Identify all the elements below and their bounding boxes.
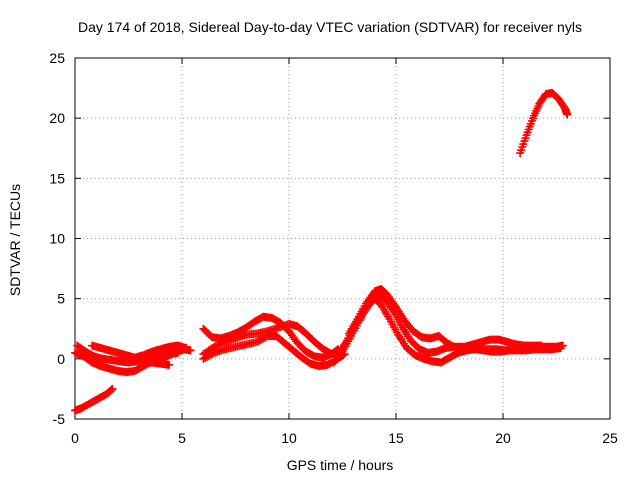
y-tick-label: 15 — [49, 170, 65, 186]
ticks: 0 5 10 15 20 25 -5 0 5 10 15 20 25 — [49, 50, 618, 446]
series-track-g — [199, 319, 347, 359]
x-axis-label: GPS time / hours — [287, 457, 394, 473]
data-point — [208, 349, 217, 358]
data-point — [108, 384, 117, 393]
y-tick-label: 10 — [49, 231, 65, 247]
data-point — [563, 110, 572, 119]
series-track-a — [71, 384, 117, 415]
data-point — [173, 348, 182, 357]
data-point — [217, 339, 226, 348]
series-track-e — [139, 358, 174, 369]
x-tick-label: 10 — [281, 430, 297, 446]
data-point — [556, 344, 565, 353]
x-tick-label: 15 — [388, 430, 404, 446]
data-point — [107, 385, 116, 394]
x-tick-label: 0 — [71, 430, 79, 446]
data-marks — [71, 88, 572, 415]
y-tick-label: 5 — [57, 291, 65, 307]
chart-title: Day 174 of 2018, Sidereal Day-to-day VTE… — [78, 19, 582, 35]
y-tick-label: -5 — [53, 411, 66, 427]
x-tick-label: 25 — [602, 430, 618, 446]
x-tick-label: 5 — [178, 430, 186, 446]
series-track-d — [88, 341, 191, 362]
data-point — [337, 349, 346, 358]
y-tick-label: 0 — [57, 351, 65, 367]
data-point — [537, 341, 546, 350]
x-tick-label: 20 — [495, 430, 511, 446]
data-point — [182, 344, 191, 353]
data-point — [219, 338, 228, 347]
data-point — [186, 346, 195, 355]
y-tick-label: 20 — [49, 110, 65, 126]
series-track-k — [344, 285, 546, 353]
data-point — [106, 386, 115, 395]
series-track-l — [516, 88, 572, 158]
y-axis-label: SDTVAR / TECUs — [7, 184, 23, 296]
data-point — [165, 360, 174, 369]
y-tick-label: 25 — [49, 50, 65, 66]
grid — [75, 58, 610, 419]
